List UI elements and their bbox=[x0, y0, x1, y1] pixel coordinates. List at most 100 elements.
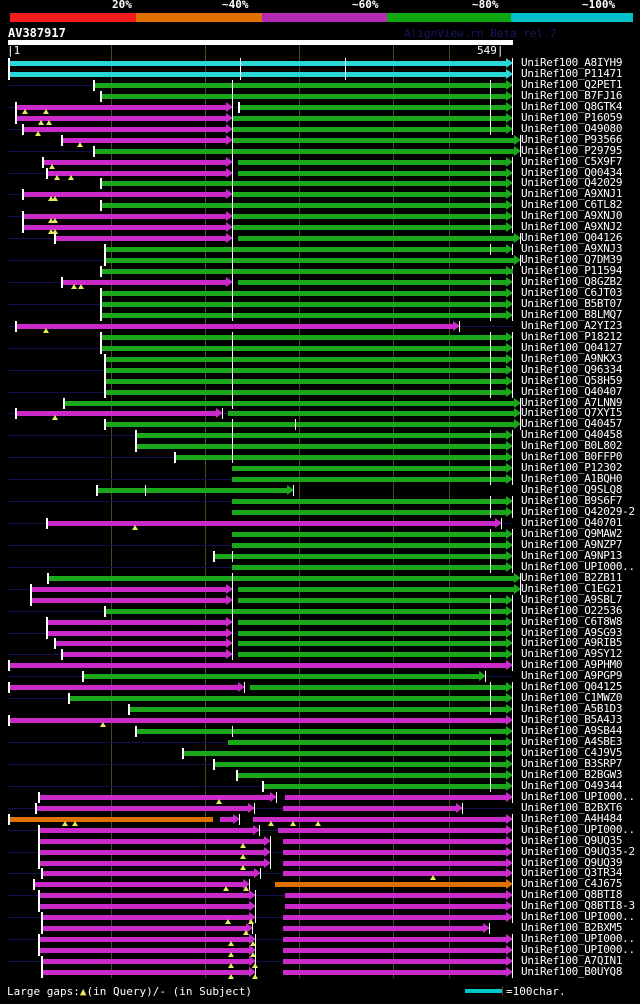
hsp-segment[interactable] bbox=[22, 225, 226, 231]
hit-accession-label[interactable]: UniRef100_UPI000.. bbox=[521, 943, 635, 957]
hit-accession-label[interactable]: UniRef100_Q42029 bbox=[521, 176, 623, 190]
hsp-segment[interactable] bbox=[8, 71, 506, 77]
alignment-row[interactable]: UniRef100_Q3TR34 bbox=[0, 867, 640, 881]
hsp-segment[interactable] bbox=[15, 411, 216, 417]
hsp-segment[interactable] bbox=[238, 104, 506, 110]
hit-accession-label[interactable]: UniRef100_C1EG21 bbox=[521, 581, 623, 595]
alignment-row[interactable]: UniRef100_Q42029 bbox=[0, 176, 640, 190]
hsp-segment[interactable] bbox=[104, 389, 506, 395]
hsp-segment[interactable] bbox=[238, 652, 506, 658]
hit-accession-label[interactable]: UniRef100_Q40701 bbox=[521, 516, 623, 529]
hit-accession-label[interactable]: UniRef100_Q04127 bbox=[521, 340, 623, 354]
alignment-row[interactable]: UniRef100_O49344 bbox=[0, 779, 640, 792]
hit-accession-label[interactable]: UniRef100_A9NP13 bbox=[521, 548, 623, 562]
hsp-segment[interactable] bbox=[54, 236, 226, 242]
hit-accession-label[interactable]: UniRef100_Q04125 bbox=[521, 680, 623, 694]
hsp-segment[interactable] bbox=[262, 783, 506, 789]
hit-accession-label[interactable]: UniRef100_Q9UQ35 bbox=[521, 833, 623, 847]
hit-accession-label[interactable]: UniRef100_A8IYH9 bbox=[521, 56, 623, 69]
hsp-segment[interactable] bbox=[38, 948, 249, 954]
alignment-row[interactable]: UniRef100_C5X9F7 bbox=[0, 155, 640, 169]
hsp-segment[interactable] bbox=[283, 970, 506, 976]
alignment-row[interactable]: UniRef100_Q9UQ35-2 bbox=[0, 844, 640, 859]
hit-accession-label[interactable]: UniRef100_A4H484 bbox=[521, 811, 623, 825]
alignment-row[interactable]: UniRef100_P29795 bbox=[0, 144, 640, 157]
hsp-segment[interactable] bbox=[22, 214, 226, 220]
hit-accession-label[interactable]: UniRef100_Q9SLQ8 bbox=[521, 483, 623, 497]
hit-accession-label[interactable]: UniRef100_Q9UQ39 bbox=[521, 855, 623, 869]
hsp-segment[interactable] bbox=[128, 707, 506, 713]
hit-accession-label[interactable]: UniRef100_A9PHM0 bbox=[521, 658, 623, 672]
hit-accession-label[interactable]: UniRef100_Q9UQ35-2 bbox=[521, 844, 635, 858]
alignment-row[interactable]: UniRef100_Q00434 bbox=[0, 166, 640, 180]
alignment-row[interactable]: UniRef100_Q2PET1 bbox=[0, 78, 640, 91]
hit-accession-label[interactable]: UniRef100_A9SB44 bbox=[521, 724, 623, 738]
hit-accession-label[interactable]: UniRef100_A7LNN9 bbox=[521, 395, 623, 409]
hsp-segment[interactable] bbox=[46, 521, 495, 526]
hsp-segment[interactable] bbox=[285, 904, 506, 910]
alignment-row[interactable]: UniRef100_Q40458 bbox=[0, 429, 640, 442]
alignment-row[interactable]: UniRef100_Q40701 bbox=[0, 516, 640, 530]
alignment-row[interactable]: UniRef100_Q9UQ35 bbox=[0, 833, 640, 848]
hsp-segment[interactable] bbox=[41, 970, 249, 976]
hsp-segment[interactable] bbox=[283, 926, 483, 932]
hsp-segment[interactable] bbox=[182, 751, 506, 756]
alignment-row[interactable]: UniRef100_A9NKX3 bbox=[0, 351, 640, 365]
hit-accession-label[interactable]: UniRef100_UPI000.. bbox=[521, 910, 635, 924]
alignment-row[interactable]: UniRef100_B8LMQ7 bbox=[0, 308, 640, 321]
alignment-row[interactable]: UniRef100_UPI000.. bbox=[0, 933, 640, 947]
alignment-row[interactable]: UniRef100_A9PHM0 bbox=[0, 658, 640, 672]
hsp-segment[interactable] bbox=[283, 849, 506, 855]
hsp-segment[interactable] bbox=[236, 772, 506, 778]
hsp-segment[interactable] bbox=[283, 937, 506, 943]
hsp-segment[interactable] bbox=[8, 718, 506, 724]
hit-accession-label[interactable]: UniRef100_B2ZB11 bbox=[521, 570, 623, 584]
hit-accession-label[interactable]: UniRef100_Q9MAW2 bbox=[521, 526, 623, 540]
hsp-segment[interactable] bbox=[233, 137, 514, 143]
hit-accession-label[interactable]: UniRef100_Q58H59 bbox=[521, 373, 623, 387]
alignment-row[interactable]: UniRef100_B2BXM5 bbox=[0, 922, 640, 936]
hit-accession-label[interactable]: UniRef100_A9XNJ1 bbox=[521, 187, 623, 201]
alignment-row[interactable]: UniRef100_Q9UQ39 bbox=[0, 855, 640, 870]
hsp-segment[interactable] bbox=[220, 816, 233, 822]
hsp-segment[interactable] bbox=[238, 641, 506, 647]
hsp-segment[interactable] bbox=[100, 291, 506, 296]
hsp-segment[interactable] bbox=[104, 378, 506, 384]
hsp-segment[interactable] bbox=[238, 619, 506, 625]
hit-accession-label[interactable]: UniRef100_A9NKX3 bbox=[521, 351, 623, 365]
hsp-segment[interactable] bbox=[42, 159, 226, 165]
hsp-segment[interactable] bbox=[104, 367, 506, 373]
hsp-segment[interactable] bbox=[238, 280, 506, 286]
hsp-segment[interactable] bbox=[283, 838, 506, 844]
hsp-segment[interactable] bbox=[22, 126, 226, 132]
hit-accession-label[interactable]: UniRef100_B0UYQ8 bbox=[521, 965, 623, 979]
alignment-row[interactable]: UniRef100_A9XNJ0 bbox=[0, 210, 640, 224]
hsp-segment[interactable] bbox=[100, 181, 506, 187]
hsp-segment[interactable] bbox=[233, 214, 506, 220]
alignment-row[interactable]: UniRef100_Q8GTK4 bbox=[0, 99, 640, 114]
hit-accession-label[interactable]: UniRef100_C6TL82 bbox=[521, 198, 623, 212]
hsp-segment[interactable] bbox=[100, 345, 506, 351]
hsp-segment[interactable] bbox=[104, 608, 506, 614]
hsp-segment[interactable] bbox=[35, 805, 248, 811]
hsp-segment[interactable] bbox=[38, 794, 270, 800]
hit-accession-label[interactable]: UniRef100_A9SG93 bbox=[521, 625, 623, 639]
alignment-row[interactable]: UniRef100_UPI000.. bbox=[0, 943, 640, 958]
alignment-row[interactable]: UniRef100_A9XNJ2 bbox=[0, 221, 640, 235]
hsp-segment[interactable] bbox=[232, 499, 506, 505]
hsp-segment[interactable] bbox=[38, 893, 249, 899]
hsp-segment[interactable] bbox=[283, 805, 456, 811]
hit-accession-label[interactable]: UniRef100_Q8GTK4 bbox=[521, 99, 623, 113]
hit-accession-label[interactable]: UniRef100_P93566 bbox=[521, 132, 623, 146]
hit-accession-label[interactable]: UniRef100_A2YI23 bbox=[521, 318, 623, 332]
hsp-segment[interactable] bbox=[15, 104, 226, 110]
hsp-segment[interactable] bbox=[38, 849, 264, 855]
hsp-segment[interactable] bbox=[22, 192, 226, 198]
hit-accession-label[interactable]: UniRef100_Q42029-2 bbox=[521, 505, 635, 519]
hsp-segment[interactable] bbox=[250, 685, 506, 691]
hit-accession-label[interactable]: UniRef100_B5A4J3 bbox=[521, 713, 623, 727]
hsp-segment[interactable] bbox=[238, 170, 506, 176]
hsp-segment[interactable] bbox=[61, 652, 226, 658]
hsp-segment[interactable] bbox=[61, 137, 226, 143]
hit-accession-label[interactable]: UniRef100_B3SRP7 bbox=[521, 756, 623, 770]
